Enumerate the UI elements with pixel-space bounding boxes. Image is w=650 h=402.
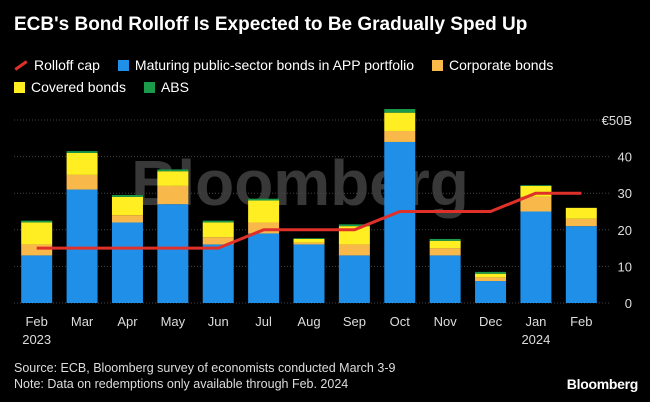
bar-segment-maturing bbox=[429, 255, 461, 303]
bar-segment-maturing bbox=[475, 281, 507, 303]
legend-item-rolloff-cap: Rolloff cap bbox=[14, 54, 100, 76]
bar-segment-abs bbox=[21, 220, 53, 223]
bar-segment-corporate bbox=[202, 237, 234, 245]
y-tick-label: 0 bbox=[625, 296, 632, 311]
bar-segment-covered bbox=[293, 238, 325, 243]
bar-segment-abs bbox=[111, 195, 143, 197]
legend-label: Covered bonds bbox=[31, 79, 126, 95]
x-tick-label: Sep bbox=[343, 314, 366, 329]
footnote: Source: ECB, Bloomberg survey of economi… bbox=[14, 360, 395, 392]
bar-segment-corporate bbox=[338, 244, 370, 256]
bar-segment-abs bbox=[520, 185, 552, 186]
bar-segment-abs bbox=[384, 109, 416, 113]
bar-segment-covered bbox=[429, 240, 461, 249]
chart-title: ECB's Bond Rolloff Is Expected to Be Gra… bbox=[14, 14, 528, 35]
legend-item-public-sector: Maturing public-sector bonds in APP port… bbox=[117, 54, 415, 76]
bar-segment-corporate bbox=[248, 222, 280, 234]
y-tick-label: 10 bbox=[618, 259, 632, 274]
swatch-icon bbox=[117, 59, 129, 71]
bar-segment-corporate bbox=[384, 130, 416, 142]
bar-segment-corporate bbox=[565, 218, 597, 227]
bar-segment-abs bbox=[202, 220, 234, 223]
bar-segment-corporate bbox=[21, 244, 53, 256]
legend-item-covered: Covered bonds bbox=[14, 76, 126, 98]
bar-segment-abs bbox=[475, 271, 507, 274]
bar-segment-abs bbox=[66, 151, 98, 153]
bar-segment-abs bbox=[338, 224, 370, 227]
y-tick-label: 40 bbox=[618, 150, 632, 165]
bar-segment-corporate bbox=[429, 248, 461, 256]
bar-segment-abs bbox=[248, 198, 280, 201]
line-swatch-icon bbox=[14, 59, 28, 71]
swatch-icon bbox=[14, 81, 25, 93]
bar-segment-corporate bbox=[293, 242, 325, 245]
x-tick-label: Mar bbox=[71, 314, 94, 329]
bar-segment-maturing bbox=[66, 189, 98, 303]
bloomberg-logo: Bloomberg bbox=[566, 376, 639, 392]
legend-row-2: Covered bonds ABS bbox=[14, 76, 634, 98]
bar-segment-maturing bbox=[565, 226, 597, 303]
bar-segment-abs bbox=[293, 238, 325, 239]
x-tick-label: Jul bbox=[255, 314, 272, 329]
x-tick-label: Nov bbox=[434, 314, 458, 329]
bar-segment-abs bbox=[429, 238, 461, 241]
x-tick-label: Aug bbox=[297, 314, 320, 329]
bar-segment-maturing bbox=[248, 233, 280, 303]
legend-item-corporate: Corporate bonds bbox=[432, 54, 553, 76]
x-tick-label: Oct bbox=[390, 314, 411, 329]
bar-segment-maturing bbox=[202, 244, 234, 303]
bar-segment-corporate bbox=[520, 196, 552, 212]
y-tick-label: 30 bbox=[618, 186, 632, 201]
bar-segment-maturing bbox=[338, 255, 370, 303]
legend-label: Maturing public-sector bonds in APP port… bbox=[134, 57, 415, 73]
x-tick-label: Apr bbox=[117, 314, 138, 329]
bar-segment-corporate bbox=[157, 185, 189, 205]
swatch-icon bbox=[432, 59, 444, 71]
x-tick-label: Feb bbox=[25, 314, 47, 329]
x-tick-label: Jun bbox=[208, 314, 229, 329]
bar-segment-maturing bbox=[21, 255, 53, 303]
y-top-label: €50B bbox=[602, 113, 632, 128]
bar-segment-maturing bbox=[111, 222, 143, 303]
bar-segment-maturing bbox=[384, 141, 416, 303]
data-note: Note: Data on redemptions only available… bbox=[14, 377, 349, 391]
legend-label: Rolloff cap bbox=[34, 57, 100, 73]
legend-row-1: Rolloff cap Maturing public-sector bonds… bbox=[14, 54, 634, 76]
x-tick-label: Feb bbox=[570, 314, 592, 329]
legend: Rolloff cap Maturing public-sector bonds… bbox=[14, 54, 634, 98]
year-label: 2024 bbox=[521, 332, 550, 347]
bar-segment-covered bbox=[475, 273, 507, 278]
legend-item-abs: ABS bbox=[143, 76, 189, 98]
y-tick-label: 20 bbox=[618, 223, 632, 238]
bar-segment-covered bbox=[157, 171, 189, 186]
bar-segment-corporate bbox=[111, 215, 143, 223]
legend-label: ABS bbox=[160, 79, 189, 95]
bar-segment-covered bbox=[21, 222, 53, 245]
x-tick-label: Jan bbox=[525, 314, 546, 329]
bar-segment-maturing bbox=[293, 244, 325, 303]
rolloff-cap-line bbox=[36, 191, 582, 250]
bar-segment-covered bbox=[248, 200, 280, 223]
bar-segment-abs bbox=[157, 169, 189, 172]
x-tick-label: Dec bbox=[479, 314, 503, 329]
bar-segment-maturing bbox=[157, 204, 189, 303]
bar-segment-maturing bbox=[520, 211, 552, 303]
bar-segment-covered bbox=[520, 185, 552, 197]
bar-segment-corporate bbox=[66, 174, 98, 190]
bar-segment-covered bbox=[111, 196, 143, 216]
bar-segment-covered bbox=[384, 112, 416, 131]
year-label: 2023 bbox=[22, 332, 51, 347]
x-tick-label: May bbox=[161, 314, 186, 329]
bar-segment-covered bbox=[565, 207, 597, 219]
legend-label: Corporate bonds bbox=[449, 57, 554, 73]
source-note: Source: ECB, Bloomberg survey of economi… bbox=[14, 361, 396, 375]
bar-segment-covered bbox=[66, 152, 98, 175]
bar-segment-covered bbox=[202, 222, 234, 238]
swatch-icon bbox=[143, 81, 155, 93]
bar-segment-corporate bbox=[475, 277, 507, 282]
